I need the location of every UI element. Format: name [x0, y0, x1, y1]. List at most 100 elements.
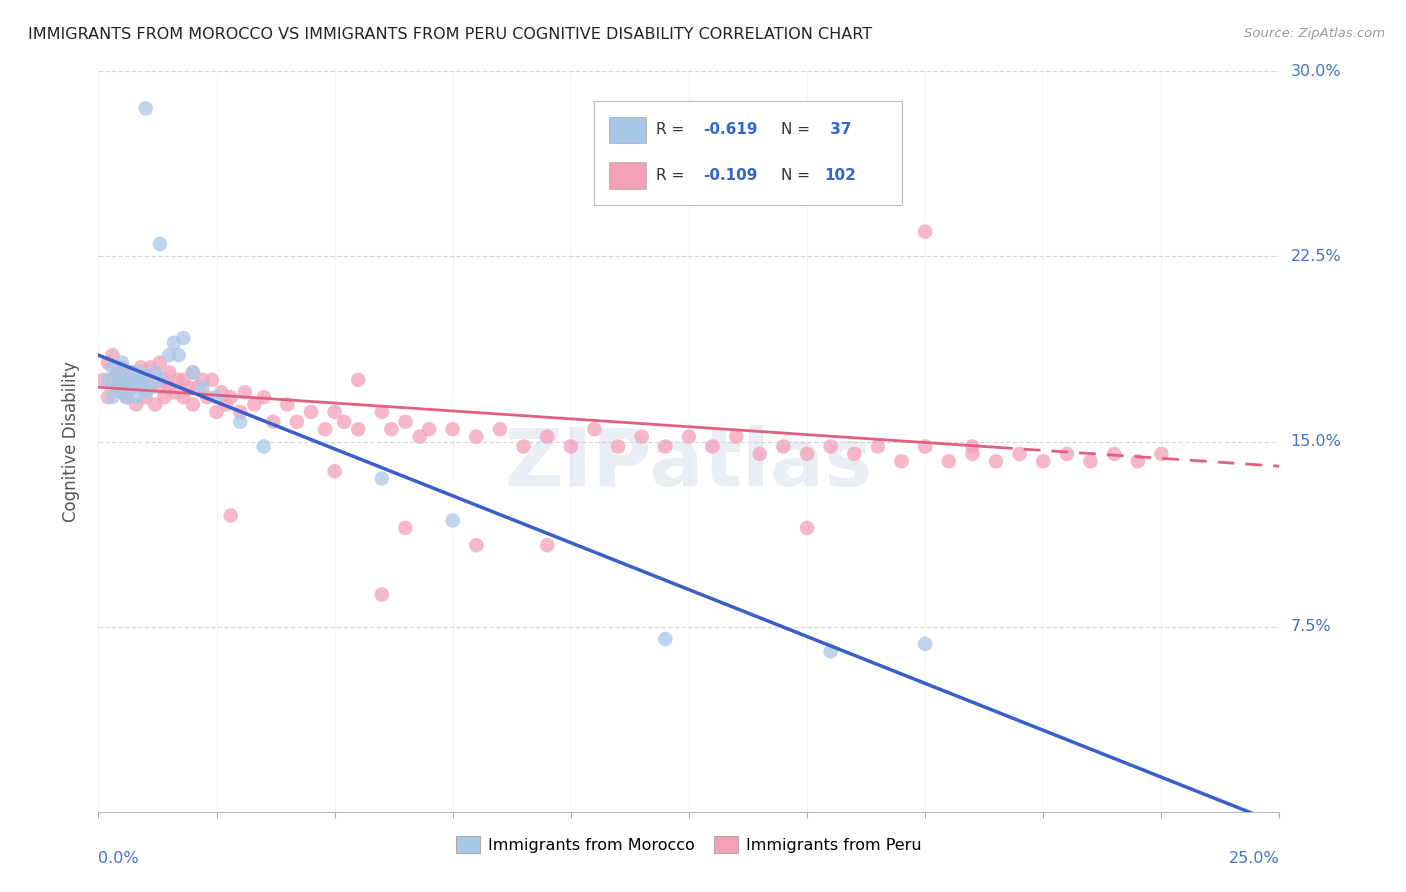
- Point: [205, 405, 228, 419]
- Point: [441, 422, 464, 436]
- Text: -0.109: -0.109: [703, 168, 758, 183]
- Point: [347, 422, 370, 436]
- Point: [441, 514, 464, 528]
- Point: [1126, 454, 1149, 468]
- Point: [215, 398, 238, 412]
- Point: [299, 405, 322, 419]
- Point: [167, 348, 190, 362]
- Point: [125, 373, 148, 387]
- Point: [121, 366, 143, 380]
- Point: [181, 366, 204, 380]
- Point: [285, 415, 308, 429]
- Text: 25.0%: 25.0%: [1229, 851, 1279, 865]
- Point: [938, 454, 960, 468]
- Point: [1150, 447, 1173, 461]
- Point: [105, 366, 128, 380]
- Point: [111, 355, 134, 369]
- Point: [219, 508, 242, 523]
- FancyBboxPatch shape: [609, 117, 647, 144]
- Point: [172, 373, 194, 387]
- Point: [820, 440, 842, 454]
- Text: R =: R =: [655, 168, 689, 183]
- Point: [333, 415, 356, 429]
- Point: [536, 429, 558, 443]
- Point: [371, 471, 394, 485]
- Point: [143, 366, 166, 380]
- Point: [111, 373, 134, 387]
- Point: [866, 440, 889, 454]
- Point: [125, 390, 148, 404]
- Point: [191, 380, 214, 394]
- Point: [172, 331, 194, 345]
- Point: [962, 447, 984, 461]
- Point: [111, 385, 134, 400]
- Text: N =: N =: [782, 122, 815, 137]
- Text: N =: N =: [782, 168, 815, 183]
- Point: [97, 373, 120, 387]
- Point: [129, 380, 152, 394]
- Point: [408, 429, 430, 443]
- Point: [262, 415, 284, 429]
- Point: [654, 440, 676, 454]
- Point: [163, 335, 186, 350]
- Point: [121, 380, 143, 394]
- Point: [725, 429, 748, 443]
- Point: [101, 390, 124, 404]
- Text: 102: 102: [825, 168, 856, 183]
- Point: [187, 380, 209, 394]
- Point: [219, 390, 242, 404]
- Point: [125, 398, 148, 412]
- Point: [630, 429, 652, 443]
- Text: 37: 37: [825, 122, 851, 137]
- Point: [181, 398, 204, 412]
- Point: [157, 366, 180, 380]
- Point: [111, 385, 134, 400]
- Point: [253, 390, 276, 404]
- Point: [153, 373, 176, 387]
- Point: [157, 380, 180, 394]
- Point: [394, 521, 416, 535]
- Point: [153, 390, 176, 404]
- Point: [149, 237, 172, 252]
- Point: [135, 373, 157, 387]
- Point: [233, 385, 256, 400]
- Point: [1080, 454, 1102, 468]
- Point: [229, 415, 252, 429]
- Point: [139, 380, 162, 394]
- Point: [583, 422, 606, 436]
- Point: [121, 366, 143, 380]
- Text: 7.5%: 7.5%: [1291, 619, 1331, 634]
- Point: [243, 398, 266, 412]
- Point: [748, 447, 770, 461]
- Point: [253, 440, 276, 454]
- Text: IMMIGRANTS FROM MOROCCO VS IMMIGRANTS FROM PERU COGNITIVE DISABILITY CORRELATION: IMMIGRANTS FROM MOROCCO VS IMMIGRANTS FR…: [28, 27, 872, 42]
- Point: [101, 373, 124, 387]
- Point: [1008, 447, 1031, 461]
- Point: [512, 440, 534, 454]
- Point: [157, 348, 180, 362]
- Point: [149, 380, 172, 394]
- Point: [201, 373, 224, 387]
- Point: [97, 355, 120, 369]
- Point: [607, 440, 630, 454]
- Point: [772, 440, 794, 454]
- Point: [115, 373, 138, 387]
- Point: [323, 405, 346, 419]
- Text: ZIPatlas: ZIPatlas: [505, 425, 873, 503]
- Point: [177, 380, 200, 394]
- Y-axis label: Cognitive Disability: Cognitive Disability: [62, 361, 80, 522]
- Text: 22.5%: 22.5%: [1291, 249, 1341, 264]
- Point: [844, 447, 866, 461]
- Point: [115, 373, 138, 387]
- Point: [143, 398, 166, 412]
- Point: [135, 373, 157, 387]
- Point: [139, 360, 162, 375]
- Text: R =: R =: [655, 122, 689, 137]
- Point: [229, 405, 252, 419]
- Point: [191, 373, 214, 387]
- Point: [1032, 454, 1054, 468]
- Point: [101, 348, 124, 362]
- Point: [105, 380, 128, 394]
- Point: [796, 447, 818, 461]
- Point: [135, 385, 157, 400]
